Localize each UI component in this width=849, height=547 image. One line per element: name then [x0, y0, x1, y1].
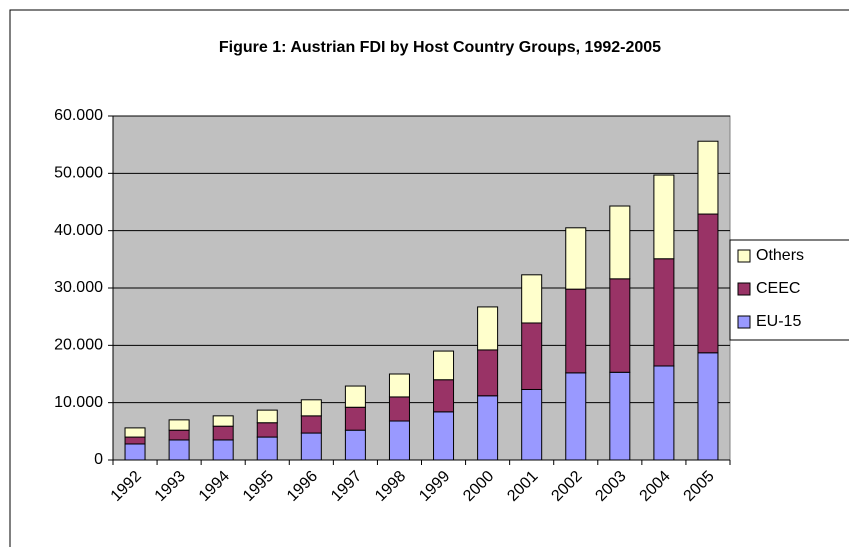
bar-segment [388, 373, 410, 398]
bar-segment [256, 409, 278, 424]
bar-segment [256, 422, 278, 438]
y-tick-label: 10.000 [54, 394, 103, 411]
bar-segment [477, 349, 499, 397]
bar-segment [521, 388, 543, 461]
bar-segment [521, 274, 543, 324]
bar-segment [168, 419, 190, 431]
bar-segment [344, 406, 366, 431]
bar-segment [653, 365, 675, 461]
bar-segment [565, 288, 587, 374]
bar-segment [477, 395, 499, 461]
bar-segment [521, 322, 543, 390]
bar-segment [609, 278, 631, 373]
legend-label: CEEC [756, 280, 800, 297]
legend-swatch [737, 282, 751, 296]
bar-segment [124, 443, 146, 461]
bar-segment [697, 213, 719, 354]
bar-segment [653, 174, 675, 260]
y-tick-label: 30.000 [54, 279, 103, 296]
bar-segment [212, 415, 234, 427]
bar-segment [565, 227, 587, 290]
y-tick-label: 0 [94, 451, 103, 468]
y-tick-label: 40.000 [54, 222, 103, 239]
bar-segment [168, 429, 190, 441]
bar-segment [256, 436, 278, 461]
y-tick-label: 50.000 [54, 165, 103, 182]
bar-segment [609, 205, 631, 280]
legend-swatch [737, 315, 751, 329]
bar-segment [477, 306, 499, 351]
legend-label: EU-15 [756, 313, 801, 330]
bar-segment [212, 439, 234, 461]
bar-segment [697, 140, 719, 215]
bar-segment [609, 371, 631, 461]
bar-segment [300, 415, 322, 434]
bar-segment [697, 352, 719, 461]
bar-segment [300, 399, 322, 417]
bar-segment [653, 258, 675, 367]
bar-segment [344, 429, 366, 461]
bar-segment [344, 385, 366, 408]
y-tick-label: 60.000 [54, 107, 103, 124]
bar-segment [433, 379, 455, 413]
legend-label: Others [756, 247, 804, 264]
bar-segment [388, 396, 410, 422]
bar-segment [124, 427, 146, 438]
bar-segment [388, 420, 410, 461]
chart-title: Figure 1: Austrian FDI by Host Country G… [219, 39, 661, 56]
bar-segment [433, 350, 455, 381]
bar-segment [168, 439, 190, 461]
bar-segment [212, 425, 234, 441]
bar-segment [433, 411, 455, 461]
y-tick-label: 20.000 [54, 337, 103, 354]
bar-segment [124, 436, 146, 445]
legend-swatch [737, 249, 751, 263]
bar-segment [565, 372, 587, 461]
bar-segment [300, 432, 322, 461]
